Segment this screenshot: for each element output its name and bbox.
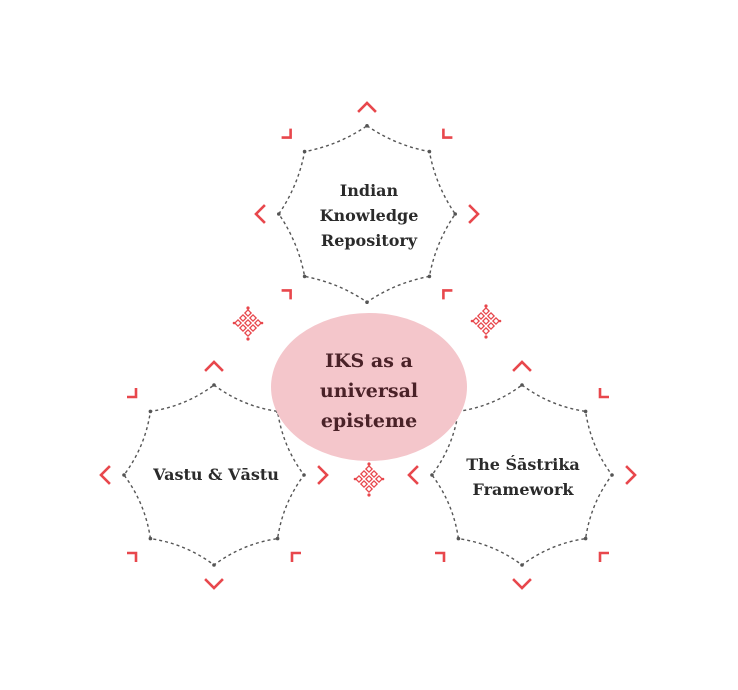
right-star-tip-dot <box>583 536 588 541</box>
top-star-frame <box>254 101 480 327</box>
right-node-line-1: The Śāstrika <box>466 455 580 474</box>
right-star-tip-dot <box>430 473 434 477</box>
chevron-icon <box>204 360 224 372</box>
center-label-line-1: IKS as a <box>325 350 413 372</box>
chevron-icon <box>99 465 111 485</box>
center-label-line-2: universal <box>319 380 419 402</box>
center-ellipse <box>271 313 467 461</box>
corner-bracket-icon <box>442 128 453 139</box>
top-star-tip-dot <box>365 124 369 128</box>
right-star-tip-dot <box>583 409 588 414</box>
top-node-label: Indian Knowledge Repository <box>299 178 439 253</box>
right-star-tip-dot <box>520 383 524 387</box>
chevron-icon <box>254 204 266 224</box>
chevron-icon <box>407 465 419 485</box>
top-node-line-1: Indian <box>339 181 399 200</box>
top-node-line-2: Knowledge <box>319 206 419 225</box>
corner-bracket-icon <box>281 128 292 139</box>
right-star-tip-dot <box>520 563 524 567</box>
corner-bracket-icon <box>442 289 453 300</box>
top-star-tip-dot <box>453 212 458 216</box>
right-star-frame <box>407 360 637 590</box>
top-star-tip-dot <box>427 274 432 279</box>
left-star-tip-dot <box>302 473 306 477</box>
left-node-line-1: Vastu & Vāstu <box>153 465 279 484</box>
corner-bracket-icon <box>127 388 138 399</box>
center-label-line-3: episteme <box>320 410 418 432</box>
chevron-icon <box>468 204 480 224</box>
corner-bracket-icon <box>598 388 609 399</box>
left-star-tip-dot <box>212 383 216 387</box>
top-star-tip-dot <box>277 212 281 216</box>
chevron-icon <box>512 360 532 372</box>
top-star-tip-dot <box>302 274 307 279</box>
corner-bracket-icon <box>290 551 301 562</box>
chevron-icon <box>357 101 377 113</box>
corner-bracket-icon <box>435 551 446 562</box>
top-star-tip-dot <box>365 300 369 305</box>
kolam-knot-icon <box>470 304 502 339</box>
left-node-label: Vastu & Vāstu <box>136 462 296 487</box>
top-star-tip-dot <box>427 149 432 154</box>
chevron-icon <box>512 578 532 590</box>
left-star-tip-dot <box>275 536 280 541</box>
chevron-icon <box>625 465 637 485</box>
corner-bracket-icon <box>127 551 138 562</box>
corner-bracket-icon <box>281 289 292 300</box>
right-star-tip-dot <box>456 536 461 541</box>
right-node-label: The Śāstrika Framework <box>453 452 593 502</box>
right-star-tip-dot <box>610 473 614 477</box>
kolam-knot-icon <box>232 306 264 341</box>
right-node-line-2: Framework <box>472 480 574 499</box>
corner-bracket-icon <box>598 551 609 562</box>
chevron-icon <box>204 578 224 590</box>
center-label: IKS as a universal episteme <box>269 346 469 436</box>
top-star-tip-dot <box>302 149 307 154</box>
left-star-tip-dot <box>122 473 126 477</box>
left-star-tip-dot <box>148 536 153 541</box>
top-node-line-3: Repository <box>320 231 418 250</box>
left-star-tip-dot <box>148 409 153 414</box>
left-star-tip-dot <box>212 563 216 567</box>
chevron-icon <box>317 465 329 485</box>
ornaments <box>232 304 502 497</box>
kolam-knot-icon <box>353 462 385 497</box>
star-frames <box>99 101 637 590</box>
